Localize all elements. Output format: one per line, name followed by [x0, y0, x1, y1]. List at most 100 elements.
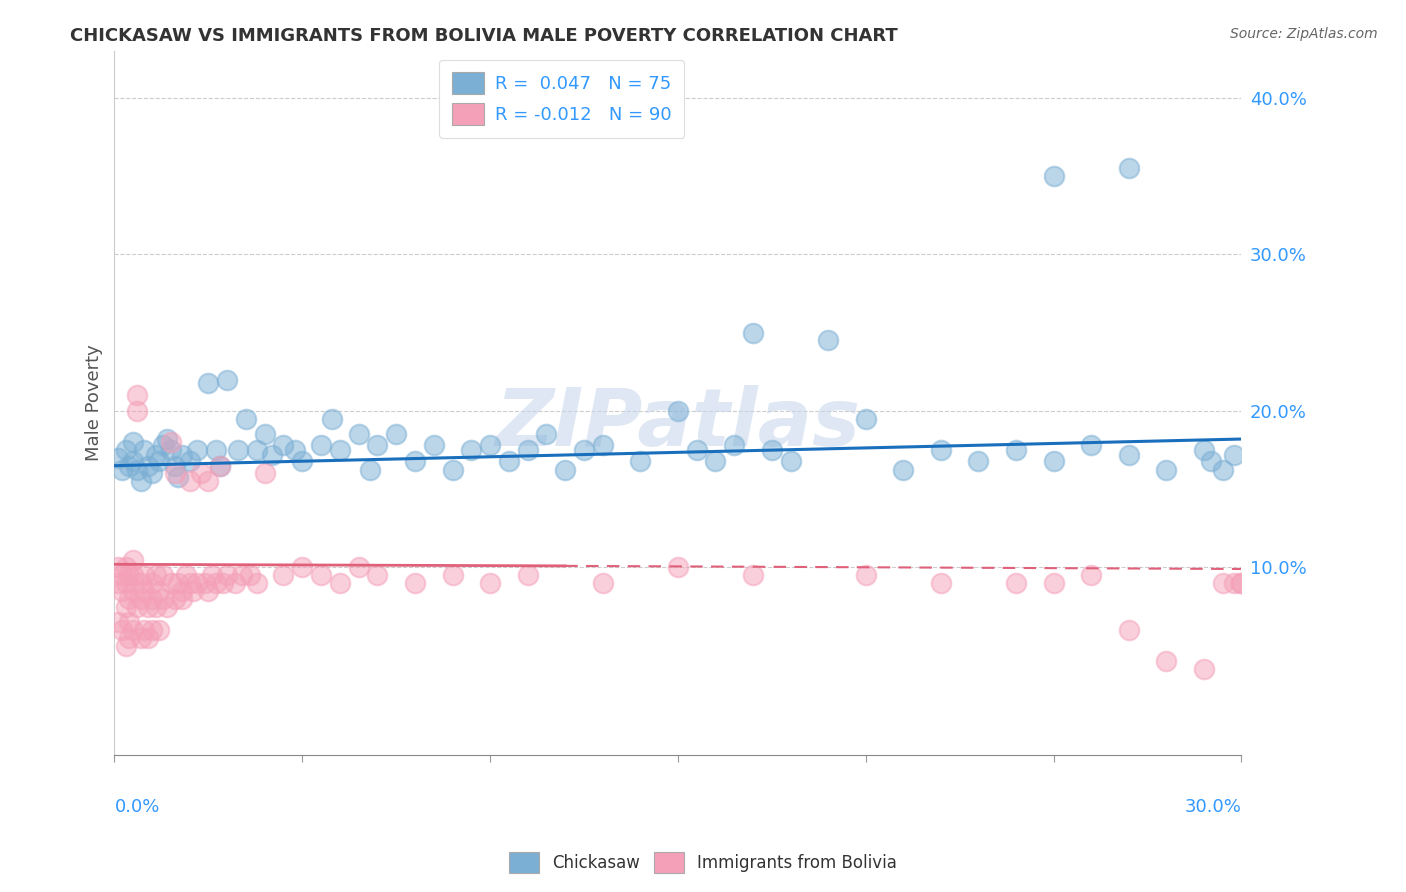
Point: [174, 568, 197, 582]
Point: [152, 568, 174, 582]
Point: [134, 583, 156, 598]
Y-axis label: Male Poverty: Male Poverty: [86, 344, 103, 461]
Point: [170, 448, 193, 462]
Point: [197, 583, 219, 598]
Point: [742, 326, 765, 340]
Point: [129, 591, 152, 606]
Point: [205, 576, 228, 591]
Point: [516, 442, 538, 457]
Point: [118, 568, 141, 582]
Point: [253, 467, 276, 481]
Point: [118, 615, 141, 630]
Text: 30.0%: 30.0%: [1185, 797, 1241, 815]
Point: [125, 388, 148, 402]
Point: [224, 576, 246, 591]
Point: [891, 463, 914, 477]
Point: [167, 469, 190, 483]
Point: [516, 568, 538, 582]
Point: [159, 435, 181, 450]
Point: [114, 560, 136, 574]
Point: [1005, 442, 1028, 457]
Point: [347, 560, 370, 574]
Point: [145, 448, 167, 462]
Point: [779, 454, 801, 468]
Point: [1042, 169, 1064, 183]
Point: [125, 404, 148, 418]
Point: [136, 599, 159, 614]
Point: [122, 454, 145, 468]
Point: [107, 450, 129, 465]
Point: [217, 568, 239, 582]
Point: [134, 568, 156, 582]
Point: [253, 427, 276, 442]
Point: [141, 576, 163, 591]
Point: [118, 458, 141, 473]
Point: [1080, 438, 1102, 452]
Point: [273, 438, 295, 452]
Point: [686, 442, 709, 457]
Point: [107, 560, 129, 574]
Point: [929, 576, 952, 591]
Point: [122, 583, 145, 598]
Point: [186, 576, 208, 591]
Point: [145, 599, 167, 614]
Point: [1042, 576, 1064, 591]
Point: [208, 458, 231, 473]
Point: [347, 427, 370, 442]
Text: ZIPatlas: ZIPatlas: [495, 385, 860, 463]
Point: [1156, 654, 1178, 668]
Point: [122, 552, 145, 566]
Point: [628, 454, 651, 468]
Point: [201, 568, 224, 582]
Point: [170, 583, 193, 598]
Point: [855, 568, 877, 582]
Point: [967, 454, 990, 468]
Point: [1223, 576, 1246, 591]
Point: [107, 576, 129, 591]
Point: [554, 463, 576, 477]
Point: [156, 432, 179, 446]
Point: [246, 576, 269, 591]
Point: [1230, 576, 1253, 591]
Point: [1212, 576, 1234, 591]
Point: [1212, 463, 1234, 477]
Point: [309, 568, 332, 582]
Point: [366, 438, 388, 452]
Point: [122, 435, 145, 450]
Point: [441, 568, 464, 582]
Point: [125, 599, 148, 614]
Point: [111, 583, 134, 598]
Point: [1192, 442, 1215, 457]
Point: [1201, 454, 1223, 468]
Point: [1042, 454, 1064, 468]
Point: [329, 576, 352, 591]
Text: Source: ZipAtlas.com: Source: ZipAtlas.com: [1230, 27, 1378, 41]
Point: [159, 576, 181, 591]
Point: [197, 475, 219, 489]
Point: [817, 334, 839, 348]
Point: [179, 576, 201, 591]
Point: [111, 623, 134, 637]
Point: [1005, 576, 1028, 591]
Point: [134, 442, 156, 457]
Point: [111, 463, 134, 477]
Point: [1118, 448, 1140, 462]
Text: CHICKASAW VS IMMIGRANTS FROM BOLIVIA MALE POVERTY CORRELATION CHART: CHICKASAW VS IMMIGRANTS FROM BOLIVIA MAL…: [70, 27, 898, 45]
Point: [122, 623, 145, 637]
Point: [1118, 623, 1140, 637]
Point: [145, 568, 167, 582]
Point: [441, 463, 464, 477]
Point: [148, 583, 170, 598]
Point: [1192, 662, 1215, 676]
Point: [129, 631, 152, 645]
Point: [122, 568, 145, 582]
Point: [148, 454, 170, 468]
Point: [704, 454, 727, 468]
Point: [114, 639, 136, 653]
Text: 0.0%: 0.0%: [114, 797, 160, 815]
Legend: Chickasaw, Immigrants from Bolivia: Chickasaw, Immigrants from Bolivia: [502, 846, 904, 880]
Point: [186, 442, 208, 457]
Point: [148, 623, 170, 637]
Point: [193, 576, 215, 591]
Point: [291, 560, 314, 574]
